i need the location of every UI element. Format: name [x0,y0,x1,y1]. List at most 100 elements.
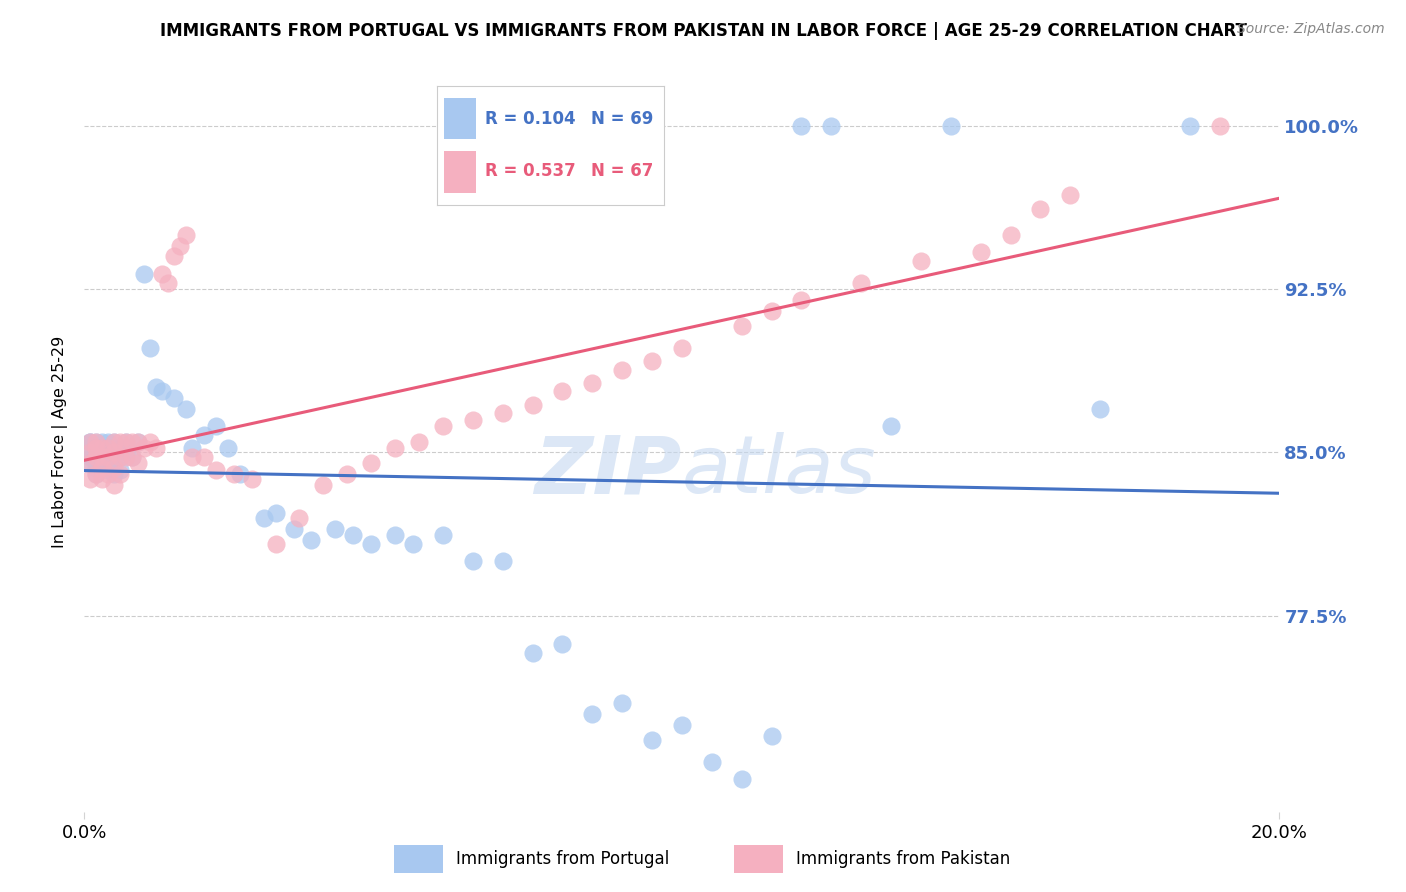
Point [384,441,406,455]
Point [121,450,143,464]
Point [384,528,406,542]
Point [283,522,305,536]
Text: ZIP: ZIP [534,432,682,510]
Point [79,445,101,459]
Point [432,528,454,542]
Point [91,456,114,470]
Point [110,450,132,464]
Point [103,456,125,470]
Point [157,276,180,290]
Point [323,522,347,536]
Point [103,478,125,492]
Point [970,245,993,260]
Point [103,445,125,459]
Point [86,434,108,449]
Point [731,772,754,786]
Point [91,441,114,455]
Point [110,463,132,477]
Point [301,533,323,547]
Point [312,478,335,492]
Point [461,413,484,427]
Point [86,434,108,449]
Text: atlas: atlas [682,432,877,510]
Point [115,445,138,459]
Point [121,450,143,464]
Point [288,510,311,524]
FancyBboxPatch shape [394,845,443,872]
Point [461,554,484,568]
Point [205,463,228,477]
Point [193,428,215,442]
Point [240,471,263,485]
Point [150,267,173,281]
Point [145,441,167,455]
Point [103,467,125,482]
Point [86,456,108,470]
Point [432,419,454,434]
Point [79,434,101,449]
FancyBboxPatch shape [734,845,783,872]
Point [79,471,101,485]
Point [880,419,903,434]
Point [731,319,754,334]
Point [228,467,252,482]
Point [671,717,693,731]
Point [79,450,101,464]
Point [174,401,197,416]
Point [1029,202,1052,216]
Point [91,460,114,475]
Point [939,119,962,133]
Point [581,376,603,390]
Point [910,253,932,268]
Point [127,434,149,449]
Point [169,238,191,252]
Point [97,445,120,459]
Point [91,450,114,464]
Point [408,434,430,449]
Point [86,450,108,464]
Point [180,450,204,464]
Point [1090,401,1112,416]
Point [132,441,156,455]
Point [79,456,101,470]
Point [671,341,693,355]
Point [103,445,125,459]
Point [86,467,108,482]
Point [86,445,108,459]
Point [492,554,515,568]
Point [145,380,167,394]
Point [641,354,664,368]
Point [522,646,544,660]
Point [761,304,783,318]
Point [700,755,723,769]
Point [551,384,574,399]
Point [110,441,132,455]
Point [581,706,603,721]
Point [641,732,664,747]
Point [91,471,114,485]
Point [91,445,114,459]
Point [492,406,515,420]
Point [86,460,108,475]
Point [610,696,633,710]
Point [761,729,783,743]
Point [121,434,143,449]
Point [103,460,125,475]
Point [790,119,813,133]
Y-axis label: In Labor Force | Age 25-29: In Labor Force | Age 25-29 [52,335,69,548]
Point [163,391,186,405]
Point [360,537,382,551]
Point [139,434,162,449]
Point [91,441,114,455]
Point [1178,119,1201,133]
Point [264,507,287,521]
Point [97,450,120,464]
Point [132,267,156,281]
Point [150,384,173,399]
Point [103,434,125,449]
Point [139,341,162,355]
Point [402,537,425,551]
Point [79,434,101,449]
Text: IMMIGRANTS FROM PORTUGAL VS IMMIGRANTS FROM PAKISTAN IN LABOR FORCE | AGE 25-29 : IMMIGRANTS FROM PORTUGAL VS IMMIGRANTS F… [159,22,1247,40]
Point [336,467,359,482]
